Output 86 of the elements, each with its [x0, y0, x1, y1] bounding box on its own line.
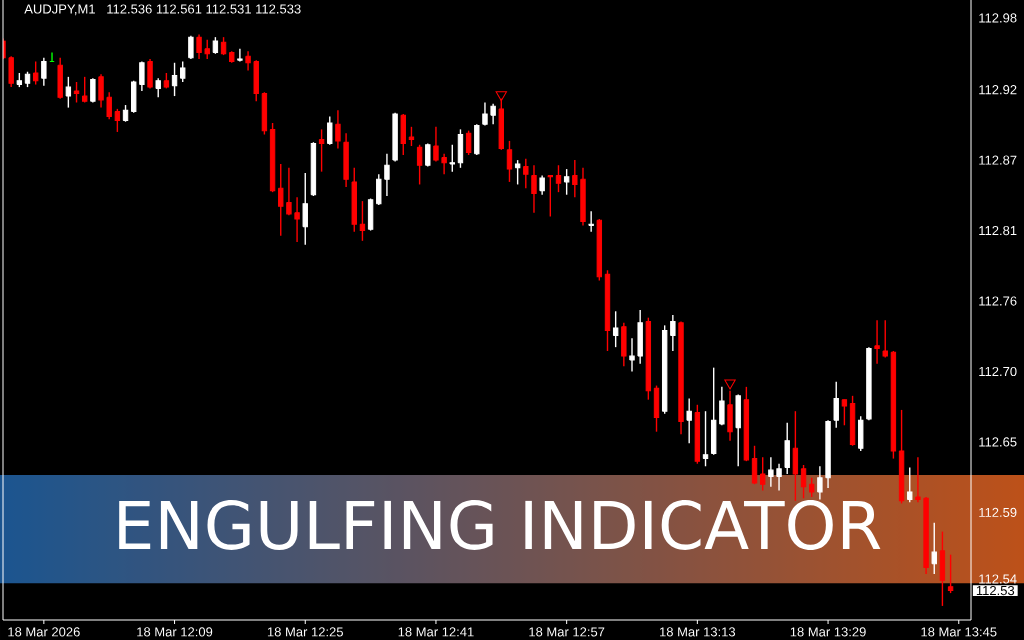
candlestick	[931, 521, 937, 575]
candlestick	[302, 172, 308, 246]
candlestick	[490, 103, 496, 125]
chart-subtitle: 112.536 112.561 112.531 112.533	[107, 4, 301, 14]
candlestick	[482, 101, 488, 127]
annotation: ENGULFING INDICATOR	[119, 500, 881, 550]
x-tick-label: 18 Mar 2026	[8, 627, 80, 637]
candlestick	[139, 60, 145, 92]
candlestick	[294, 196, 300, 243]
candlestick	[433, 126, 439, 163]
candlestick	[947, 553, 954, 594]
candlestick	[98, 73, 104, 109]
candlestick	[81, 76, 88, 104]
candlestick	[180, 60, 186, 83]
candlestick	[416, 144, 423, 186]
candlestick	[327, 115, 333, 146]
candlestick	[90, 77, 96, 104]
candlestick	[841, 398, 848, 426]
candlestick	[514, 159, 521, 186]
x-tick-label: 18 Mar 12:41	[398, 627, 474, 637]
candlestick	[523, 158, 529, 189]
x-tick-label: 18 Mar 12:57	[529, 627, 605, 637]
candlestick	[612, 310, 619, 348]
candlestick	[171, 62, 178, 97]
candlestick	[65, 76, 72, 109]
candlestick	[547, 174, 554, 218]
candlestick	[286, 167, 292, 216]
y-tick-label: 112.87	[979, 155, 1017, 165]
candlestick	[800, 464, 807, 500]
candlestick	[629, 337, 635, 373]
candlestick	[907, 466, 913, 503]
y-tick-label: 112.81	[979, 225, 1017, 236]
candlestick	[768, 456, 774, 488]
x-tick-label: 18 Mar 13:13	[660, 627, 736, 637]
candlestick	[874, 319, 880, 365]
candlestick	[686, 397, 692, 444]
candlestick	[114, 108, 121, 133]
candlestick	[237, 47, 243, 63]
candlestick	[776, 463, 782, 492]
candlestick	[425, 142, 431, 168]
candlestick	[359, 200, 366, 242]
y-tick-label: 112.70	[979, 366, 1017, 377]
chart-title: AUDJPY,M1	[24, 4, 95, 16]
y-tick-label: 112.54	[979, 574, 1017, 584]
candlestick	[882, 319, 888, 359]
candlestick	[572, 159, 578, 198]
candlestick	[531, 164, 537, 214]
text: 112.53	[976, 585, 1015, 596]
y-tick-label: 112.98	[979, 13, 1017, 23]
x-tick-label: 18 Mar 12:25	[267, 627, 343, 637]
candlestick	[465, 129, 472, 156]
x-tick-label: 18 Mar 12:09	[137, 627, 213, 637]
candlestick	[809, 477, 815, 498]
candlestick	[555, 164, 562, 193]
candlestick	[245, 50, 251, 72]
candlestick	[204, 39, 210, 60]
candlestick	[833, 381, 839, 429]
y-tick-label: 112.92	[979, 85, 1017, 95]
y-tick-label: 112.65	[979, 437, 1017, 447]
candlestick	[719, 386, 725, 426]
candlestick	[441, 153, 447, 175]
candlestick	[760, 456, 766, 492]
candlestick	[335, 109, 341, 150]
candlestick	[318, 128, 325, 173]
candlestick	[73, 81, 80, 104]
x-tick-label: 18 Mar 13:29	[790, 627, 866, 637]
candlestick	[196, 33, 202, 60]
x-tick-label: 18 Mar 13:45	[921, 627, 997, 637]
candlestick	[278, 163, 284, 237]
candlestick	[155, 77, 161, 99]
candlestick	[539, 174, 545, 196]
candlestick	[670, 314, 676, 352]
y-tick-label: 112.59	[979, 507, 1017, 517]
candlestick	[817, 465, 823, 501]
candlestick	[106, 91, 112, 120]
y-tick-label: 112.76	[979, 296, 1017, 306]
candlestick	[506, 140, 513, 183]
candlestick	[563, 168, 570, 196]
candlestick	[449, 144, 455, 173]
candlestick	[702, 410, 709, 467]
candlestick	[588, 210, 594, 233]
candlestick	[915, 456, 921, 503]
candlestick	[384, 153, 390, 197]
candlestick	[32, 60, 39, 86]
candlestick	[408, 126, 415, 147]
candlestick	[41, 56, 47, 87]
